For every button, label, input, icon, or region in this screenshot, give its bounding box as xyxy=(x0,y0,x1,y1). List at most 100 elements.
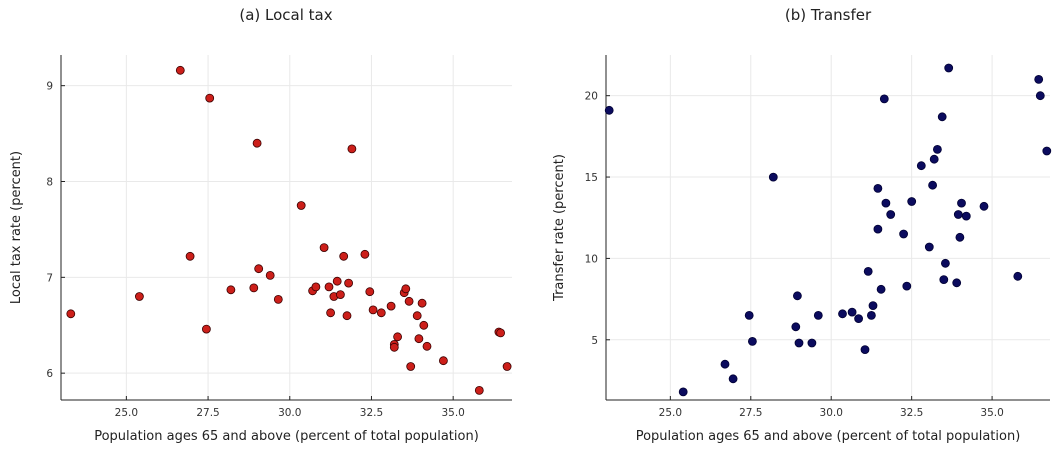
data-point xyxy=(496,328,506,338)
data-point xyxy=(952,278,962,288)
y-axis-label: Transfer rate (percent) xyxy=(552,154,567,302)
data-point xyxy=(860,345,870,355)
data-point xyxy=(863,266,873,276)
data-point xyxy=(422,341,432,351)
data-point xyxy=(326,308,336,318)
data-point xyxy=(414,334,424,344)
data-point xyxy=(344,278,354,288)
data-point xyxy=(393,332,403,342)
data-point xyxy=(957,198,966,208)
data-point xyxy=(335,290,345,300)
data-point xyxy=(867,310,876,320)
data-point xyxy=(360,249,370,259)
data-point xyxy=(961,211,971,221)
data-point xyxy=(879,94,889,104)
x-tick-label: 25.0 xyxy=(659,407,682,419)
data-point xyxy=(902,281,912,291)
data-point xyxy=(134,292,144,301)
data-point xyxy=(807,338,817,348)
data-point xyxy=(175,65,185,75)
data-point xyxy=(438,356,448,366)
chart-title: (a) Local tax xyxy=(239,6,332,24)
data-point xyxy=(185,251,195,261)
y-tick-label: 20 xyxy=(585,91,598,103)
data-point xyxy=(768,172,778,182)
data-point xyxy=(979,201,989,211)
data-point xyxy=(916,161,926,171)
data-point xyxy=(937,112,947,122)
x-tick-label: 35.0 xyxy=(441,407,464,419)
data-point xyxy=(386,301,396,311)
data-point xyxy=(939,275,949,285)
data-point xyxy=(1042,146,1052,156)
data-point xyxy=(794,338,804,348)
x-tick-label: 35.0 xyxy=(980,407,1003,419)
chart-title: (b) Transfer xyxy=(785,6,872,24)
y-tick-label: 7 xyxy=(46,272,53,284)
data-point xyxy=(252,138,262,148)
data-point xyxy=(899,229,908,239)
data-point xyxy=(368,305,378,315)
y-axis-label: Local tax rate (percent) xyxy=(9,151,24,304)
data-point xyxy=(793,291,802,301)
y-tick-label: 15 xyxy=(585,172,598,184)
data-point xyxy=(406,362,416,371)
data-point xyxy=(201,324,211,334)
y-tick-label: 8 xyxy=(46,177,53,189)
data-point xyxy=(933,144,942,154)
data-point xyxy=(296,201,306,210)
data-point xyxy=(332,276,342,286)
data-point xyxy=(847,307,857,317)
data-point xyxy=(273,294,283,304)
x-tick-label: 32.5 xyxy=(360,407,383,419)
x-tick-label: 30.0 xyxy=(278,407,301,419)
data-point xyxy=(319,243,329,253)
data-point xyxy=(678,387,688,397)
data-point xyxy=(1013,271,1023,281)
data-point xyxy=(474,385,484,395)
data-point xyxy=(339,251,349,261)
data-point xyxy=(924,242,934,252)
data-point xyxy=(907,197,917,206)
data-point xyxy=(404,296,414,306)
y-tick-label: 10 xyxy=(585,253,598,265)
data-point xyxy=(265,270,275,280)
data-point xyxy=(868,301,878,311)
data-point xyxy=(955,232,965,242)
x-tick-label: 27.5 xyxy=(739,407,762,419)
x-tick-label: 32.5 xyxy=(900,407,923,419)
data-point xyxy=(929,154,939,164)
data-point xyxy=(928,180,937,190)
data-point xyxy=(324,282,334,292)
x-tick-label: 30.0 xyxy=(820,407,843,419)
chart-panel-2: 25.0 27.5 30.0 32.5 35.0 5 10 15 20 (b) Transfer P… xyxy=(552,6,1052,444)
x-tick-label: 25.0 xyxy=(115,407,138,419)
data-point xyxy=(791,322,801,332)
data-point xyxy=(401,284,411,294)
data-point xyxy=(728,374,738,384)
data-point xyxy=(419,320,429,330)
data-point xyxy=(389,342,399,352)
data-point xyxy=(941,258,950,268)
data-point xyxy=(813,310,823,320)
data-point xyxy=(347,144,357,154)
data-point xyxy=(748,336,757,346)
y-tick-label: 9 xyxy=(46,81,53,93)
y-tick-label: 5 xyxy=(591,335,598,347)
chart-panel-1: 25.0 27.5 30.0 32.5 35.0 6 7 8 9 (a) Local tax Pop… xyxy=(9,6,512,444)
data-point xyxy=(502,362,512,371)
data-point xyxy=(604,105,614,115)
x-axis-label: Population ages 65 and above (percent of… xyxy=(94,429,479,444)
data-point xyxy=(342,311,352,321)
data-point xyxy=(249,283,259,293)
data-point xyxy=(873,183,883,193)
data-point xyxy=(720,359,730,369)
data-point xyxy=(205,93,215,103)
data-point xyxy=(376,308,386,318)
data-point xyxy=(744,310,754,320)
data-point xyxy=(854,314,863,324)
data-point xyxy=(412,311,422,321)
x-axis-label: Population ages 65 and above (percent of… xyxy=(636,429,1021,444)
data-point xyxy=(876,284,886,294)
